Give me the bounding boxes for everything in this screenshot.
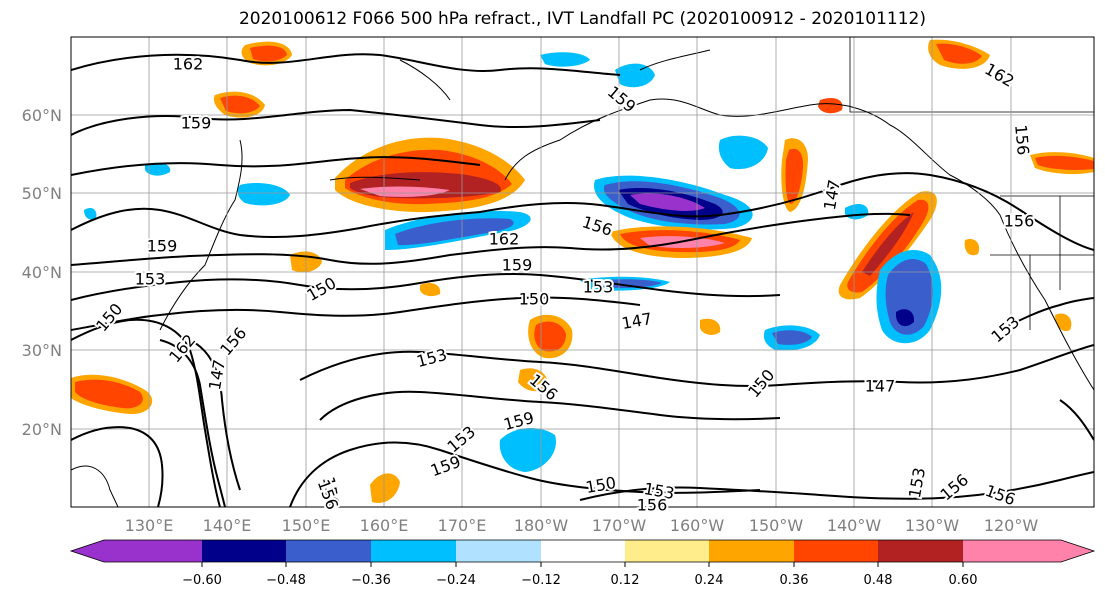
contour-label: 159 xyxy=(181,114,212,133)
colorbar-outline xyxy=(69,539,1096,563)
height-contours xyxy=(71,53,1094,507)
colorbar-segment xyxy=(963,540,1094,562)
lon-label-130w: 130°W xyxy=(905,516,960,535)
colorbar-segment xyxy=(794,540,878,562)
lon-label-140e: 140°E xyxy=(203,516,252,535)
lon-label-180w: 180°W xyxy=(514,516,569,535)
colorbar-segments xyxy=(69,539,1096,563)
map-title: 2020100612 F066 500 hPa refract., IVT La… xyxy=(238,9,926,29)
colorbar-tick-label: 0.60 xyxy=(949,573,978,588)
colorbar-segment xyxy=(709,540,794,562)
contour-label: 162 xyxy=(489,230,520,249)
lon-label-160w: 160°W xyxy=(670,516,725,535)
lat-label-30n: 30°N xyxy=(22,341,62,360)
colorbar-tick-label: 0.36 xyxy=(780,573,809,588)
lon-label-170e: 170°E xyxy=(438,516,487,535)
colorbar-tick-label: 0.24 xyxy=(695,573,724,588)
colorbar-segment xyxy=(286,540,371,562)
colorbar-tick-label: −0.24 xyxy=(436,573,476,588)
colorbar: −0.60 −0.48 −0.36 −0.24 −0.12 0.12 0.24 0.36 0.4… xyxy=(69,539,1096,588)
contour-label: 156 xyxy=(1011,124,1033,156)
contour-label: 159 xyxy=(502,256,533,275)
colorbar-segment xyxy=(456,540,541,562)
plot-frame xyxy=(70,36,1095,508)
colorbar-tick-label: −0.60 xyxy=(182,573,222,588)
contour-label: 159 xyxy=(428,452,463,480)
colorbar-tick-label: 0.12 xyxy=(611,573,640,588)
lat-label-50n: 50°N xyxy=(22,184,62,203)
longitude-labels: 130°E 140°E 150°E 160°E 170°E 180°W 170°… xyxy=(125,516,1039,535)
contour-label: 153 xyxy=(135,270,166,289)
colorbar-segment xyxy=(202,540,286,562)
lon-label-160e: 160°E xyxy=(360,516,409,535)
contour-label: 156 xyxy=(637,496,668,515)
colorbar-tick-label: −0.12 xyxy=(521,573,561,588)
colorbar-ticks: −0.60 −0.48 −0.36 −0.24 −0.12 0.12 0.24 0.36 0.4… xyxy=(182,562,977,588)
lat-label-20n: 20°N xyxy=(22,420,62,439)
lon-label-170w: 170°W xyxy=(592,516,647,535)
contour-label: 159 xyxy=(147,237,178,256)
lat-label-60n: 60°N xyxy=(22,106,62,125)
colorbar-segment xyxy=(71,540,202,562)
lat-label-40n: 40°N xyxy=(22,263,62,282)
colorbar-segment xyxy=(878,540,963,562)
contour-label: 150 xyxy=(519,290,550,309)
lon-label-120w: 120°W xyxy=(984,516,1039,535)
coastlines xyxy=(71,49,1094,507)
colorbar-segment xyxy=(541,540,625,562)
colorbar-tick-label: −0.36 xyxy=(351,573,391,588)
lon-label-130e: 130°E xyxy=(125,516,174,535)
lon-label-150e: 150°E xyxy=(282,516,331,535)
political-borders xyxy=(849,37,1094,330)
colorbar-tick-label: 0.48 xyxy=(864,573,893,588)
lon-label-150w: 150°W xyxy=(749,516,804,535)
contour-label: 147 xyxy=(205,358,229,391)
contour-label: 156 xyxy=(1004,212,1035,231)
colorbar-segment xyxy=(371,540,456,562)
contour-label: 147 xyxy=(865,377,896,396)
colorbar-segment xyxy=(625,540,709,562)
latitude-labels: 60°N 50°N 40°N 30°N 20°N xyxy=(22,106,62,439)
colorbar-tick-label: −0.48 xyxy=(266,573,306,588)
contour-label: 162 xyxy=(173,55,204,74)
lon-label-140w: 140°W xyxy=(827,516,882,535)
contour-label: 150 xyxy=(584,473,617,497)
gridlines xyxy=(71,37,1094,507)
contour-label: 153 xyxy=(583,278,614,297)
